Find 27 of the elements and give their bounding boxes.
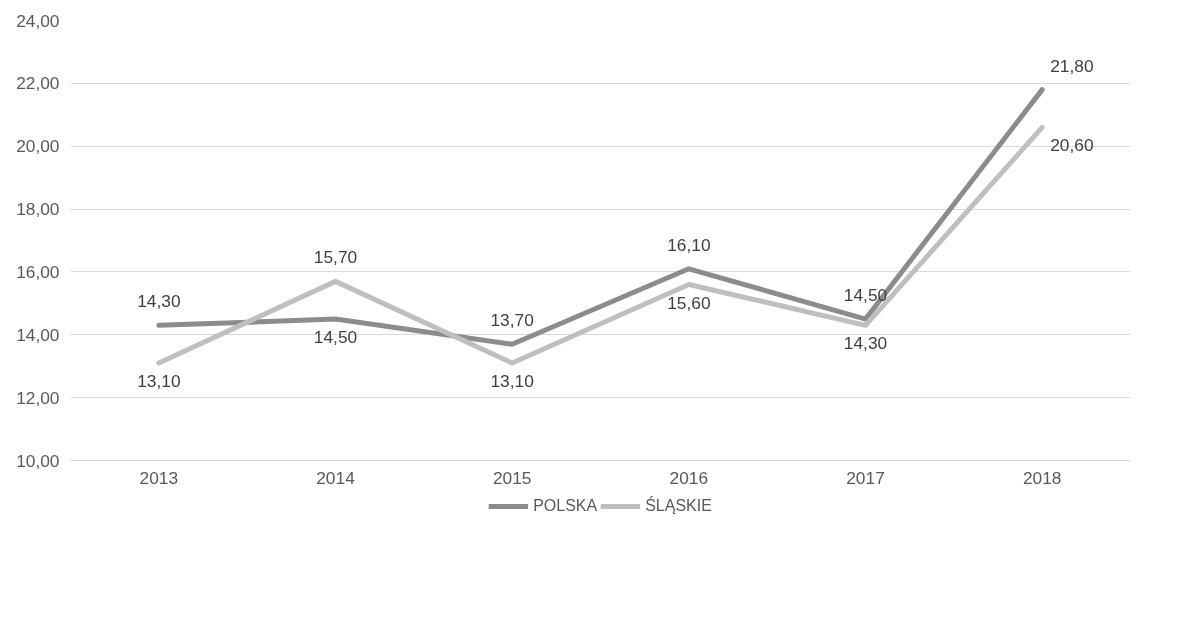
y-tick-label: 16,00 xyxy=(16,261,60,282)
x-tick-label: 2017 xyxy=(846,467,885,488)
data-label: 13,70 xyxy=(490,310,534,331)
x-tick-label: 2016 xyxy=(669,467,709,488)
data-label: 15,70 xyxy=(313,247,358,268)
y-tick-label: 14,00 xyxy=(16,324,60,345)
x-tick-label: 2013 xyxy=(139,467,179,488)
data-label: 13,10 xyxy=(137,371,181,392)
data-label: 15,60 xyxy=(667,292,711,313)
data-label: 14,50 xyxy=(313,327,358,348)
y-tick-label: 12,00 xyxy=(16,387,60,408)
y-tick-label: 22,00 xyxy=(16,73,60,94)
y-tick-label: 10,00 xyxy=(16,450,60,471)
y-tick-label: 18,00 xyxy=(16,199,60,220)
x-tick-label: 2015 xyxy=(492,467,532,488)
y-tick-label: 24,00 xyxy=(16,10,60,31)
data-label: 21,80 xyxy=(1050,55,1094,76)
y-tick-label: 20,00 xyxy=(16,136,60,157)
legend-label: POLSKA xyxy=(533,497,598,515)
data-label: 14,30 xyxy=(137,291,181,312)
data-label: 20,60 xyxy=(1050,135,1094,156)
data-label: 13,10 xyxy=(490,371,534,392)
x-tick-label: 2014 xyxy=(316,467,356,488)
legend-label: ŚLĄSKIE xyxy=(645,497,712,515)
x-tick-label: 2018 xyxy=(1022,467,1062,488)
data-label: 14,30 xyxy=(843,333,888,354)
data-label: 16,10 xyxy=(667,234,711,255)
